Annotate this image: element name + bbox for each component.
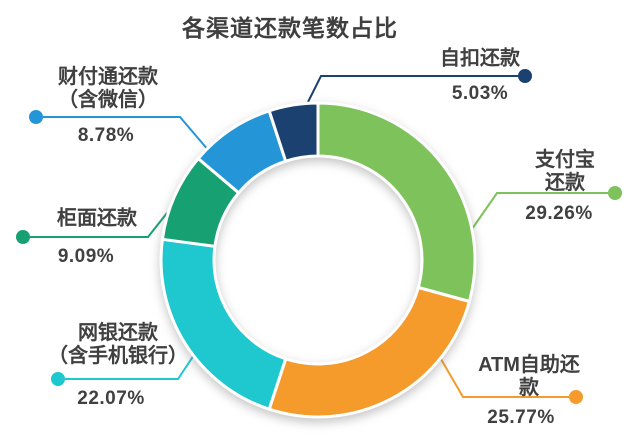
label-atm: ATM自助还款 bbox=[478, 354, 580, 399]
pct-ebank: 22.07% bbox=[77, 388, 145, 409]
pct-tenpay: 8.78% bbox=[77, 125, 135, 146]
donut-segment-5 bbox=[267, 101, 320, 163]
pct-atm: 25.77% bbox=[487, 407, 555, 428]
label-tenpay: 财付通还款 （含微信） bbox=[58, 66, 158, 111]
leader-line-5 bbox=[307, 75, 518, 103]
donut-segment-0 bbox=[316, 101, 477, 303]
leader-dot-1 bbox=[569, 390, 583, 404]
leader-line-1 bbox=[433, 346, 569, 398]
leader-dot-3 bbox=[16, 230, 30, 244]
leader-dot-4 bbox=[29, 110, 43, 124]
label-auto-deduct: 自扣还款 bbox=[440, 47, 520, 70]
pct-counter: 9.09% bbox=[57, 246, 115, 267]
callout-leader-lines bbox=[16, 69, 622, 404]
leader-dot-5 bbox=[518, 69, 532, 83]
leader-line-0 bbox=[471, 192, 608, 230]
pct-auto-deduct: 5.03% bbox=[451, 83, 509, 104]
pct-alipay: 29.26% bbox=[525, 203, 593, 224]
chart-title: 各渠道还款笔数占比 bbox=[182, 15, 398, 41]
donut-segment-1 bbox=[267, 286, 471, 419]
leader-line-4 bbox=[43, 116, 210, 152]
donut-ring bbox=[159, 101, 477, 419]
label-alipay: 支付宝还款 bbox=[535, 149, 595, 194]
leader-dot-0 bbox=[608, 186, 622, 200]
leader-dot-2 bbox=[51, 372, 65, 386]
label-counter: 柜面还款 bbox=[57, 207, 137, 230]
leader-line-3 bbox=[30, 212, 168, 238]
label-ebank: 网银还款 （含手机银行） bbox=[48, 322, 188, 367]
leader-line-2 bbox=[65, 351, 197, 380]
